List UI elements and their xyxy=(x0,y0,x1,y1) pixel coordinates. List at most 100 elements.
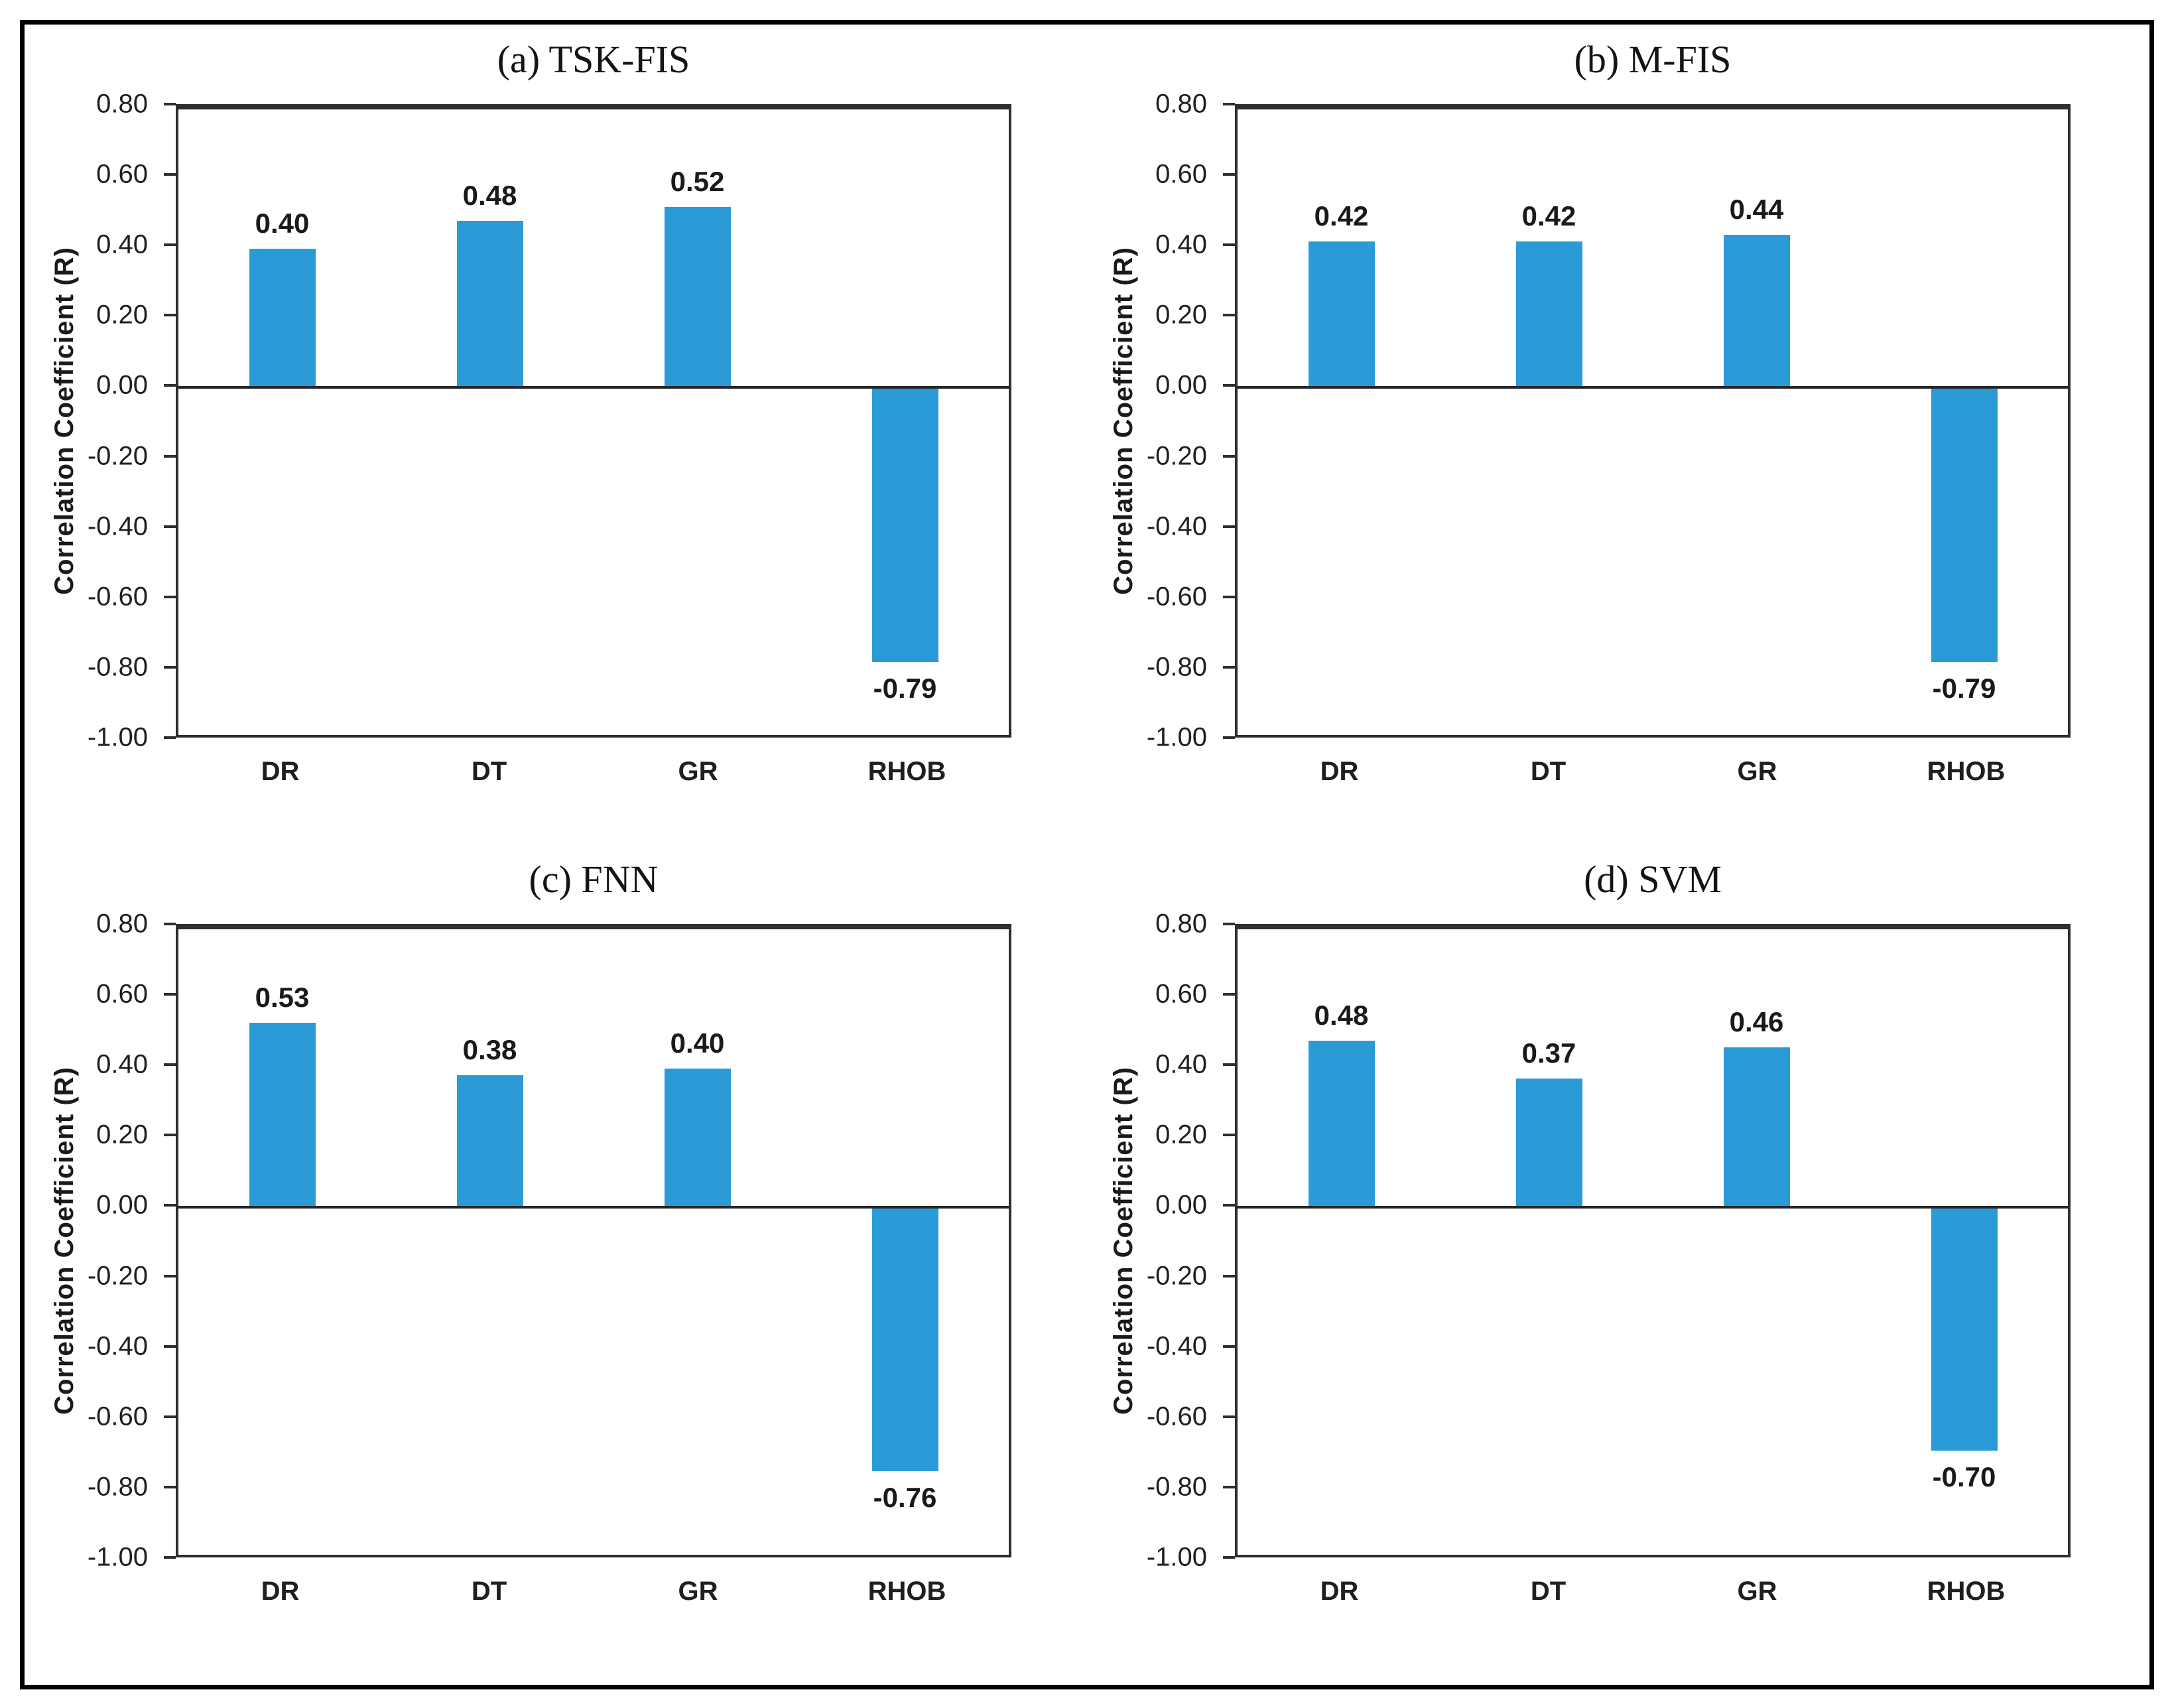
y-tick-mark xyxy=(164,173,176,176)
y-tick-mark xyxy=(164,1204,176,1207)
y-tick-label: 0.20 xyxy=(1155,1120,1207,1150)
y-tick-label: -0.20 xyxy=(87,441,148,471)
y-tick-mark xyxy=(1223,1063,1235,1067)
y-tick-label: -0.80 xyxy=(1146,1472,1207,1502)
y-tick-mark xyxy=(1223,736,1235,739)
bar-value-label: 0.38 xyxy=(462,1034,517,1066)
y-tick-mark xyxy=(1223,103,1235,105)
bar-value-label: -0.70 xyxy=(1932,1461,1996,1492)
x-axis-label: GR xyxy=(1737,1577,1777,1606)
y-tick-label: 0.00 xyxy=(96,370,148,400)
panel-d-svm: (d) SVM Correlation Coefficient (R) 0.80… xyxy=(1109,843,2134,1639)
x-axis-label: DR xyxy=(1320,757,1359,786)
bar-value-label: 0.42 xyxy=(1521,200,1576,232)
bar-DT xyxy=(456,1075,523,1208)
y-tick-label: 0.80 xyxy=(1155,909,1207,939)
y-tick-label: 0.20 xyxy=(96,300,148,330)
bar-value-label: -0.79 xyxy=(873,672,937,704)
y-tick-mark xyxy=(1223,243,1235,247)
panel-c-fnn: (c) FNN Correlation Coefficient (R) 0.80… xyxy=(50,843,1074,1639)
x-axis-label: DT xyxy=(471,1577,507,1606)
y-tick-label: -1.00 xyxy=(1146,1542,1207,1572)
y-tick-label: 0.80 xyxy=(1155,89,1207,119)
bar-value-label: 0.44 xyxy=(1729,193,1784,225)
plot-area: 0.42 0.42 0.44 -0.79 xyxy=(1235,104,2071,738)
bar-RHOB xyxy=(871,1207,938,1472)
plot-area: 0.48 0.37 0.46 -0.70 xyxy=(1235,924,2071,1557)
x-axis-labels: DR DT GR RHOB xyxy=(176,1577,1011,1607)
y-tick-label: -0.40 xyxy=(1146,511,1207,541)
y-tick-mark xyxy=(1223,1345,1235,1348)
zero-axis-line xyxy=(178,1206,1009,1209)
x-axis-label: DR xyxy=(261,1577,300,1606)
y-tick-mark xyxy=(164,923,176,925)
y-tick-mark xyxy=(1223,665,1235,669)
bar-GR xyxy=(1723,1047,1790,1208)
y-tick-mark xyxy=(1223,173,1235,176)
bar-DT xyxy=(456,220,523,388)
y-tick-label: -0.60 xyxy=(1146,582,1207,612)
y-tick-mark xyxy=(1223,384,1235,387)
y-tick-mark xyxy=(164,243,176,247)
y-tick-mark xyxy=(164,454,176,458)
plot-area: 0.53 0.38 0.40 -0.76 xyxy=(176,924,1011,1557)
y-tick-label: -0.60 xyxy=(87,582,148,612)
y-tick-label: 0.40 xyxy=(1155,1049,1207,1079)
bar-DR xyxy=(1308,241,1375,388)
bar-RHOB xyxy=(871,387,938,662)
y-tick-mark xyxy=(164,1063,176,1067)
x-axis-label: RHOB xyxy=(867,757,946,786)
bar-DT xyxy=(1515,1079,1582,1208)
y-tick-label: -1.00 xyxy=(1146,722,1207,752)
y-tick-mark xyxy=(164,595,176,598)
x-axis-labels: DR DT GR RHOB xyxy=(1235,1577,2071,1607)
y-tick-mark xyxy=(1223,454,1235,458)
y-tick-mark xyxy=(164,384,176,387)
y-tick-label: -0.20 xyxy=(87,1261,148,1291)
bar-value-label: 0.48 xyxy=(462,179,517,211)
x-axis-label: GR xyxy=(678,757,718,786)
y-tick-label: -0.80 xyxy=(1146,652,1207,682)
y-tick-mark xyxy=(164,1274,176,1278)
y-tick-label: 0.80 xyxy=(96,909,148,939)
y-tick-label: 0.20 xyxy=(1155,300,1207,330)
y-tick-label: 0.60 xyxy=(1155,159,1207,189)
bar-value-label: -0.79 xyxy=(1932,672,1996,704)
y-tick-label: 0.40 xyxy=(1155,230,1207,259)
x-axis-label: DR xyxy=(1320,1577,1359,1606)
y-tick-mark xyxy=(164,525,176,528)
y-tick-mark xyxy=(164,665,176,669)
y-tick-label: 0.60 xyxy=(96,979,148,1009)
y-tick-label: 0.40 xyxy=(96,230,148,259)
y-tick-mark xyxy=(1223,1415,1235,1418)
bar-RHOB xyxy=(1931,1207,1998,1451)
y-tick-label: -1.00 xyxy=(87,722,148,752)
bar-DT xyxy=(1515,241,1582,388)
panel-title: (c) FNN xyxy=(529,858,659,901)
bar-DR xyxy=(249,1023,316,1208)
y-tick-label: -0.40 xyxy=(1146,1331,1207,1361)
y-axis-scale: 0.80 0.60 0.40 0.20 0.00 -0.20 -0.40 -0.60 -0.80… xyxy=(1109,90,1235,752)
y-tick-label: -0.20 xyxy=(1146,441,1207,471)
panel-b-m-fis: (b) M-FIS Correlation Coefficient (R) 0.… xyxy=(1109,23,2134,819)
panel-a-tsk-fis: (a) TSK-FIS Correlation Coefficient (R) … xyxy=(50,23,1074,819)
y-tick-mark xyxy=(1223,525,1235,528)
y-tick-mark xyxy=(164,1556,176,1559)
y-tick-mark xyxy=(1223,1556,1235,1559)
y-tick-label: -0.40 xyxy=(87,511,148,541)
y-tick-label: 0.60 xyxy=(1155,979,1207,1009)
y-tick-mark xyxy=(1223,595,1235,598)
y-axis-scale: 0.80 0.60 0.40 0.20 0.00 -0.20 -0.40 -0.60 -0.80… xyxy=(50,90,176,752)
bar-GR xyxy=(664,1068,731,1208)
y-tick-label: 0.00 xyxy=(1155,1190,1207,1220)
y-axis-scale: 0.80 0.60 0.40 0.20 0.00 -0.20 -0.40 -0.60 -0.80… xyxy=(1109,909,1235,1572)
bar-value-label: 0.42 xyxy=(1314,200,1369,232)
panel-title: (a) TSK-FIS xyxy=(497,38,690,81)
plot-area: 0.40 0.48 0.52 -0.79 xyxy=(176,104,1011,738)
y-tick-label: 0.40 xyxy=(96,1049,148,1079)
bar-GR xyxy=(1723,234,1790,388)
x-axis-label: DT xyxy=(471,757,507,786)
y-tick-mark xyxy=(164,314,176,317)
y-tick-mark xyxy=(164,1415,176,1418)
y-tick-label: -0.60 xyxy=(87,1402,148,1431)
